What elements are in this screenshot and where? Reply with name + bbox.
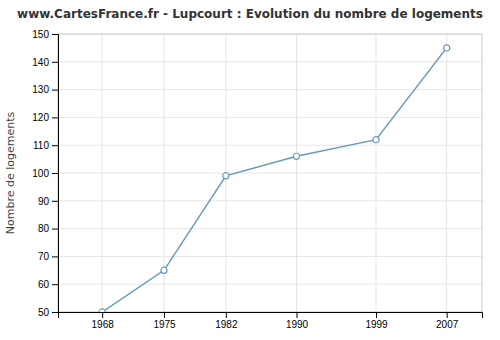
- tick-label: 1968: [92, 319, 115, 330]
- axis-line: [59, 313, 483, 319]
- tick-mark: [102, 312, 103, 318]
- point: [444, 45, 450, 51]
- grid-line-y: [58, 200, 482, 201]
- tick-label: 90: [38, 196, 50, 207]
- tick-mark: [376, 312, 377, 318]
- point: [161, 267, 167, 273]
- tick-mark: [164, 312, 165, 318]
- grid: [58, 34, 482, 312]
- tick: 130: [32, 84, 58, 95]
- axis-line: [52, 35, 59, 313]
- tick: 1999: [365, 312, 388, 330]
- tick-label: 70: [38, 251, 50, 262]
- tick-mark: [297, 312, 298, 318]
- tick: 90: [38, 196, 58, 207]
- tick: 120: [32, 112, 58, 123]
- point: [99, 309, 105, 312]
- tick-label: 1990: [286, 319, 309, 330]
- tick-label: 120: [32, 112, 49, 123]
- tick-mark: [226, 312, 227, 318]
- tick-mark: [447, 312, 448, 318]
- tick-label: 2007: [436, 319, 459, 330]
- grid-line-y: [58, 89, 482, 90]
- grid-line-x: [446, 34, 447, 312]
- grid-line-y: [58, 228, 482, 229]
- grid-line-y: [58, 284, 482, 285]
- tick-label: 130: [32, 84, 49, 95]
- tick-label: 1999: [365, 319, 388, 330]
- tick-label: 140: [32, 57, 49, 68]
- y-axis: 50 60 70 80 90 100 110 120 130 140 150: [32, 29, 58, 318]
- point: [293, 153, 299, 159]
- tick: 1982: [215, 312, 238, 330]
- x-axis: 1968 1975 1982 1990 1999 2007: [59, 312, 483, 330]
- tick-mark: [52, 34, 58, 35]
- tick-mark: [52, 229, 58, 230]
- tick: 100: [32, 168, 58, 179]
- tick: 140: [32, 57, 58, 68]
- tick-label: 80: [38, 223, 50, 234]
- tick-label: 100: [32, 168, 49, 179]
- tick: 1968: [92, 312, 115, 330]
- tick-mark: [52, 256, 58, 257]
- line: [102, 48, 447, 312]
- point: [223, 173, 229, 179]
- tick-mark: [52, 173, 58, 174]
- tick-label: 60: [38, 279, 50, 290]
- tick-label: 50: [38, 307, 50, 318]
- tick-label: 150: [32, 29, 49, 40]
- tick: 1975: [153, 312, 176, 330]
- tick-mark: [52, 201, 58, 202]
- grid-line-y: [58, 256, 482, 257]
- tick-label: 110: [33, 140, 49, 151]
- plot-area: 1968 1975 1982 1990 1999 2007 50 60 70 80 90 100 110…: [32, 29, 482, 330]
- chart: 1968 1975 1982 1990 1999 2007 50 60 70 80 90 100 110…: [0, 0, 500, 340]
- tick: 80: [38, 223, 58, 234]
- grid-line-y: [58, 117, 482, 118]
- tick-mark: [52, 90, 58, 91]
- tick: 60: [38, 279, 58, 290]
- tick: 1990: [286, 312, 309, 330]
- tick: 70: [38, 251, 58, 262]
- tick-label: 1982: [215, 319, 238, 330]
- title: www.CartesFrance.fr - Lupcourt : Evoluti…: [17, 7, 483, 21]
- tick: 50: [38, 307, 58, 318]
- grid-line-y: [58, 145, 482, 146]
- tick: 150: [32, 29, 58, 40]
- point: [373, 137, 379, 143]
- tick-mark: [52, 284, 58, 285]
- plot-frame: [58, 34, 482, 312]
- tick-mark: [52, 145, 58, 146]
- y-axis-title: Nombre de logements: [4, 111, 17, 234]
- grid-line-x: [296, 34, 297, 312]
- tick-mark: [52, 312, 58, 313]
- grid-line-y: [58, 61, 482, 62]
- tick-label: 1975: [153, 319, 176, 330]
- tick-mark: [52, 117, 58, 118]
- tick: 110: [33, 140, 58, 151]
- grid-line-x: [376, 34, 377, 312]
- grid-line-x: [102, 34, 103, 312]
- tick: 2007: [436, 312, 459, 330]
- grid-line-y: [58, 173, 482, 174]
- tick-mark: [52, 62, 58, 63]
- series: [99, 45, 450, 312]
